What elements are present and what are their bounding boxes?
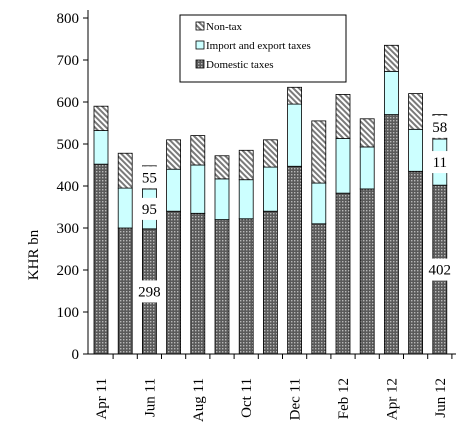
legend-swatch-domestic-taxes (196, 60, 204, 68)
x-tick-label: Oct 11 (239, 378, 255, 418)
bar-domestic-taxes-apr-11 (94, 164, 108, 354)
legend: Non-tax Import and export taxes Domestic t… (180, 15, 346, 82)
x-tick-label: Dec 11 (288, 378, 304, 420)
bar-non-tax-may-12 (409, 94, 423, 130)
x-tick-label: Jun 11 (142, 378, 158, 417)
annotation-label: 58 (432, 120, 447, 136)
y-tick-label: 500 (57, 137, 80, 153)
y-tick-label: 300 (57, 221, 80, 237)
bar-import-and-export-taxes-nov-11 (263, 167, 277, 211)
bar-non-tax-apr-12 (384, 45, 398, 71)
legend-label-import-and-export-taxes: Import and export taxes (206, 40, 311, 52)
bar-import-and-export-taxes-may-11 (118, 188, 132, 228)
bar-import-and-export-taxes-oct-11 (239, 180, 253, 219)
bar-non-tax-jan-12 (312, 121, 326, 183)
bar-domestic-taxes-may-11 (118, 228, 132, 354)
bar-import-and-export-taxes-apr-11 (94, 131, 108, 165)
x-tick-label: Apr 11 (94, 378, 110, 420)
bar-non-tax-sep-11 (215, 156, 229, 179)
y-tick-label: 0 (72, 347, 80, 363)
legend-label-non-tax: Non-tax (206, 21, 243, 33)
bar-import-and-export-taxes-may-12 (409, 129, 423, 171)
bar-domestic-taxes-aug-11 (191, 213, 205, 354)
x-tick-label: Feb 12 (336, 378, 352, 419)
legend-swatch-import-and-export-taxes (196, 41, 204, 49)
annotation-label: 298 (138, 284, 161, 300)
bar-import-and-export-taxes-jul-11 (167, 169, 181, 211)
y-tick-label: 100 (57, 305, 80, 321)
bar-import-and-export-taxes-apr-12 (384, 71, 398, 114)
x-tick-label: Jun 12 (433, 378, 449, 418)
bar-import-and-export-taxes-jan-12 (312, 183, 326, 224)
bar-domestic-taxes-jul-11 (167, 211, 181, 354)
annotation-label: 11 (433, 155, 447, 171)
y-axis-label: KHR bn (26, 229, 42, 280)
x-tick-label: Aug 11 (191, 378, 207, 422)
bar-non-tax-may-11 (118, 153, 132, 188)
bar-domestic-taxes-dec-11 (288, 166, 302, 354)
bar-domestic-taxes-feb-12 (336, 193, 350, 354)
bar-non-tax-nov-11 (263, 140, 277, 167)
bar-non-tax-oct-11 (239, 150, 253, 179)
bar-non-tax-dec-11 (288, 87, 302, 104)
bar-import-and-export-taxes-sep-11 (215, 179, 229, 220)
y-tick-label: 600 (57, 95, 80, 111)
bar-domestic-taxes-mar-12 (360, 189, 374, 354)
bar-non-tax-aug-11 (191, 136, 205, 165)
bar-non-tax-apr-11 (94, 106, 108, 130)
y-tick-label: 700 (57, 53, 80, 69)
x-tick-label: Apr 12 (384, 378, 400, 420)
legend-swatch-non-tax (196, 22, 204, 30)
bar-import-and-export-taxes-mar-12 (360, 147, 374, 189)
bar-domestic-taxes-oct-11 (239, 219, 253, 354)
bar-non-tax-jul-11 (167, 140, 181, 169)
legend-label-domestic-taxes: Domestic taxes (206, 59, 274, 71)
bar-non-tax-mar-12 (360, 119, 374, 147)
y-tick-label: 800 (57, 11, 80, 27)
annotation-label: 55 (142, 170, 157, 186)
y-tick-label: 200 (57, 263, 80, 279)
annotation-label: 402 (429, 263, 452, 279)
bar-import-and-export-taxes-feb-12 (336, 139, 350, 194)
annotation-label: 95 (142, 202, 157, 218)
y-tick-label: 400 (57, 179, 80, 195)
bar-import-and-export-taxes-dec-11 (288, 104, 302, 166)
bar-domestic-taxes-nov-11 (263, 211, 277, 354)
bar-import-and-export-taxes-aug-11 (191, 165, 205, 213)
bar-domestic-taxes-sep-11 (215, 220, 229, 354)
bar-domestic-taxes-may-12 (409, 171, 423, 354)
bar-domestic-taxes-apr-12 (384, 115, 398, 354)
bar-non-tax-feb-12 (336, 94, 350, 138)
bar-domestic-taxes-jan-12 (312, 224, 326, 354)
